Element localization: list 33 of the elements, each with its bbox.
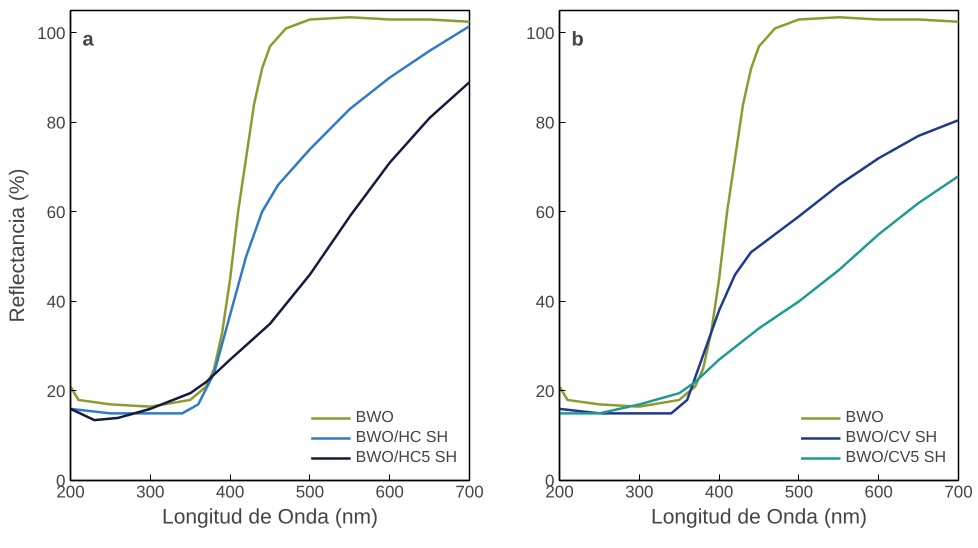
y-tick-label: 60 <box>46 202 66 222</box>
x-tick-label: 400 <box>216 482 244 502</box>
x-axis-title: Longitud de Onda (nm) <box>162 506 378 528</box>
y-axis-title: Reflectancia (%) <box>6 168 30 323</box>
x-tick-label: 500 <box>296 482 324 502</box>
y-tick-label: 60 <box>536 202 555 222</box>
y-tick-label: 80 <box>46 113 66 132</box>
x-tick-label: 700 <box>455 482 484 502</box>
annotation: a <box>82 28 94 50</box>
x-tick-label: 600 <box>376 482 404 502</box>
y-tick-label: 100 <box>37 24 66 43</box>
y-tick-label: 20 <box>536 382 555 401</box>
x-axis-title: Longitud de Onda (nm) <box>651 506 867 528</box>
x-tick-label: 500 <box>784 482 814 502</box>
legend-label: BWO/CV5 SH <box>846 449 946 467</box>
y-tick-label: 40 <box>536 292 555 312</box>
legend-label: BWO/CV SH <box>846 429 938 447</box>
x-tick-label: 600 <box>864 482 893 502</box>
x-tick-label: 300 <box>625 482 654 502</box>
x-tick-label: 400 <box>704 482 734 502</box>
x-tick-label: 300 <box>136 482 164 502</box>
legend-label: BWO/HC SH <box>356 429 448 447</box>
annotation: b <box>572 28 584 50</box>
y-tick-label: 40 <box>46 292 66 312</box>
x-tick-label: 700 <box>944 482 973 502</box>
y-tick-label: 100 <box>526 24 555 43</box>
y-tick-label: 20 <box>46 382 66 401</box>
line-series <box>560 16 958 408</box>
legend-label: BWO <box>846 409 884 427</box>
y-tick-label: 80 <box>536 113 555 132</box>
line-series <box>70 80 470 422</box>
legend-label: BWO/HC5 SH <box>356 449 457 467</box>
legend-label: BWO <box>356 409 394 427</box>
